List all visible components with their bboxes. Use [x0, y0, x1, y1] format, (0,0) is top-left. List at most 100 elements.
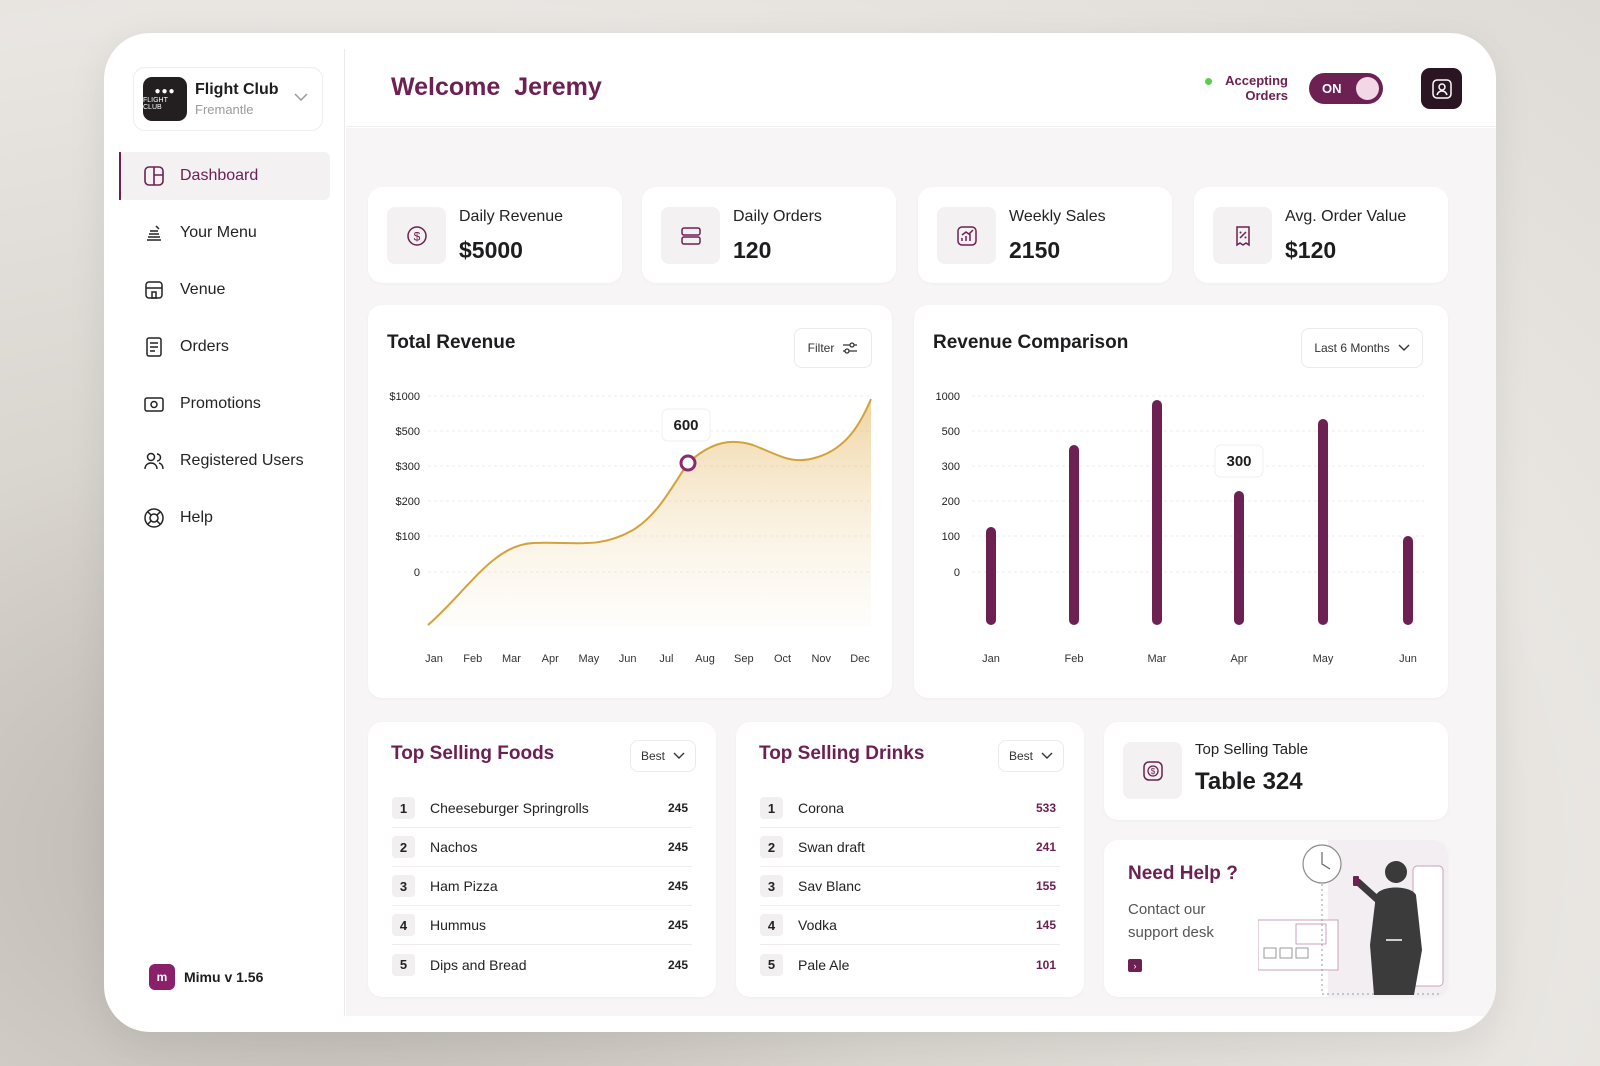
bar-may: [1318, 419, 1328, 625]
x-tick-label: Feb: [1065, 653, 1084, 665]
rank-badge: 5: [760, 953, 783, 976]
stat-value: 2150: [1009, 237, 1061, 263]
x-tick-label: Jan: [982, 653, 1000, 665]
status-dot: [1205, 78, 1213, 85]
sidebar: ●●● FLIGHT CLUB Flight Club Fremantle Da…: [104, 49, 345, 1016]
orders-icon: [146, 337, 162, 357]
item-count: 155: [1035, 879, 1056, 893]
sidebar-item-orders[interactable]: Orders: [119, 323, 330, 371]
stat-icon-box: $: [1123, 742, 1182, 799]
range-select[interactable]: Last 6 Months: [1301, 328, 1423, 368]
rank-badge: 3: [760, 875, 783, 897]
app-version: m Mimu v 1.56: [149, 964, 263, 990]
support-illustration: [1258, 840, 1448, 997]
drinks-filter-select[interactable]: Best: [998, 740, 1064, 772]
x-tick-label: Jul: [659, 653, 673, 665]
sidebar-item-dashboard[interactable]: Dashboard: [119, 152, 330, 200]
item-count: 533: [1035, 801, 1056, 815]
mimu-logo: m: [149, 964, 175, 990]
stat-icon-box: [937, 207, 996, 264]
top-selling-table-card: $ Top Selling Table Table 324: [1104, 722, 1448, 820]
svg-text:$: $: [1150, 767, 1155, 776]
app-window: ●●● FLIGHT CLUB Flight Club Fremantle Da…: [104, 33, 1496, 1032]
help-go-button[interactable]: ›: [1128, 959, 1142, 972]
foods-filter-select[interactable]: Best: [630, 740, 696, 772]
chevron-down-icon: [1398, 344, 1410, 351]
stat-card-weekly-sales: Weekly Sales 2150: [918, 187, 1172, 283]
rank-badge: 5: [392, 953, 415, 976]
highlight-point: [679, 454, 697, 472]
x-tick-label: Aug: [695, 653, 715, 665]
accepting-orders-label: Accepting Orders: [1205, 73, 1288, 103]
tooltip-box: [1214, 444, 1264, 478]
filter-button[interactable]: Filter: [794, 328, 872, 368]
tooltip-value: 300: [1226, 453, 1251, 470]
list-item[interactable]: 1 Corona 533: [760, 789, 1060, 828]
item-count: 241: [1035, 840, 1056, 854]
x-tick-label: Mar: [1148, 653, 1167, 665]
sidebar-item-venue[interactable]: Venue: [119, 266, 330, 314]
x-tick-label: Oct: [774, 653, 791, 665]
list-item[interactable]: 5 Pale Ale 101: [760, 945, 1060, 984]
x-tick-label: Apr: [1230, 653, 1247, 665]
brand-name: Flight Club: [195, 81, 279, 98]
stat-value: $120: [1285, 237, 1337, 263]
stat-label: Avg. Order Value: [1285, 208, 1407, 225]
stat-icon-box: [661, 207, 720, 264]
list-item[interactable]: 2 Nachos 245: [392, 828, 692, 867]
x-tick-label: Mar: [502, 653, 521, 665]
item-count: 145: [1035, 918, 1056, 932]
x-tick-label: Sep: [734, 653, 754, 665]
sidebar-item-label: Orders: [180, 338, 229, 355]
x-tick-label: May: [1313, 653, 1334, 665]
y-tick-label: 300: [942, 461, 960, 473]
y-tick-label: 100: [942, 531, 960, 543]
x-tick-label: Jan: [425, 653, 443, 665]
y-tick-label: 1000: [936, 391, 960, 403]
list-item[interactable]: 1 Cheeseburger Springrolls 245: [392, 789, 692, 828]
y-tick-label: 500: [942, 426, 960, 438]
profile-button[interactable]: [1421, 68, 1462, 109]
list-item[interactable]: 5 Dips and Bread 245: [392, 945, 692, 984]
rank-badge: 4: [760, 914, 783, 936]
total-revenue-card: Total Revenue Filter $1000 $500 $300 $200 $1…: [368, 305, 892, 698]
rank-badge: 2: [392, 836, 415, 858]
list-item[interactable]: 4 Hummus 245: [392, 906, 692, 945]
item-count: 245: [667, 957, 688, 972]
filter-label: Best: [640, 749, 665, 763]
item-count: 245: [667, 840, 688, 854]
need-help-text: Contact our support desk: [1128, 901, 1214, 941]
item-name: Corona: [798, 800, 844, 816]
bar-feb: [1069, 445, 1079, 625]
sidebar-item-label: Promotions: [180, 395, 261, 412]
list-item[interactable]: 4 Vodka 145: [760, 906, 1060, 945]
dashboard-content: $ Daily Revenue $5000 Daily Orders 120 W…: [346, 128, 1496, 1016]
sidebar-item-your-menu[interactable]: Your Menu: [119, 209, 330, 257]
item-count: 101: [1035, 957, 1056, 972]
rank-badge: 2: [760, 836, 783, 858]
list-item[interactable]: 2 Swan draft 241: [760, 828, 1060, 867]
sidebar-item-help[interactable]: Help: [119, 494, 330, 542]
y-tick-label: $500: [396, 426, 420, 438]
list-item[interactable]: 3 Sav Blanc 155: [760, 867, 1060, 906]
user-profile-icon: [1431, 78, 1452, 99]
bar-mar: [1152, 400, 1162, 625]
sidebar-item-registered-users[interactable]: Registered Users: [119, 437, 330, 485]
stat-card-daily-revenue: $ Daily Revenue $5000: [368, 187, 622, 283]
accepting-orders-toggle[interactable]: ON: [1309, 73, 1383, 104]
sliders-icon: [843, 342, 858, 354]
brand-location: Fremantle: [195, 102, 254, 117]
item-name: Vodka: [798, 917, 837, 933]
chart-up-icon: [956, 225, 977, 246]
item-count: 245: [667, 801, 688, 815]
top-table-value: Table 324: [1195, 768, 1303, 795]
item-name: Nachos: [430, 839, 478, 855]
list-item[interactable]: 3 Ham Pizza 245: [392, 867, 692, 906]
sidebar-item-promotions[interactable]: Promotions: [119, 380, 330, 428]
svg-text:$: $: [413, 229, 420, 243]
tooltip-value: 600: [673, 417, 698, 434]
stat-icon-box: $: [387, 207, 446, 264]
item-name: Hummus: [430, 917, 487, 933]
venue-switcher[interactable]: ●●● FLIGHT CLUB Flight Club Fremantle: [133, 67, 323, 131]
